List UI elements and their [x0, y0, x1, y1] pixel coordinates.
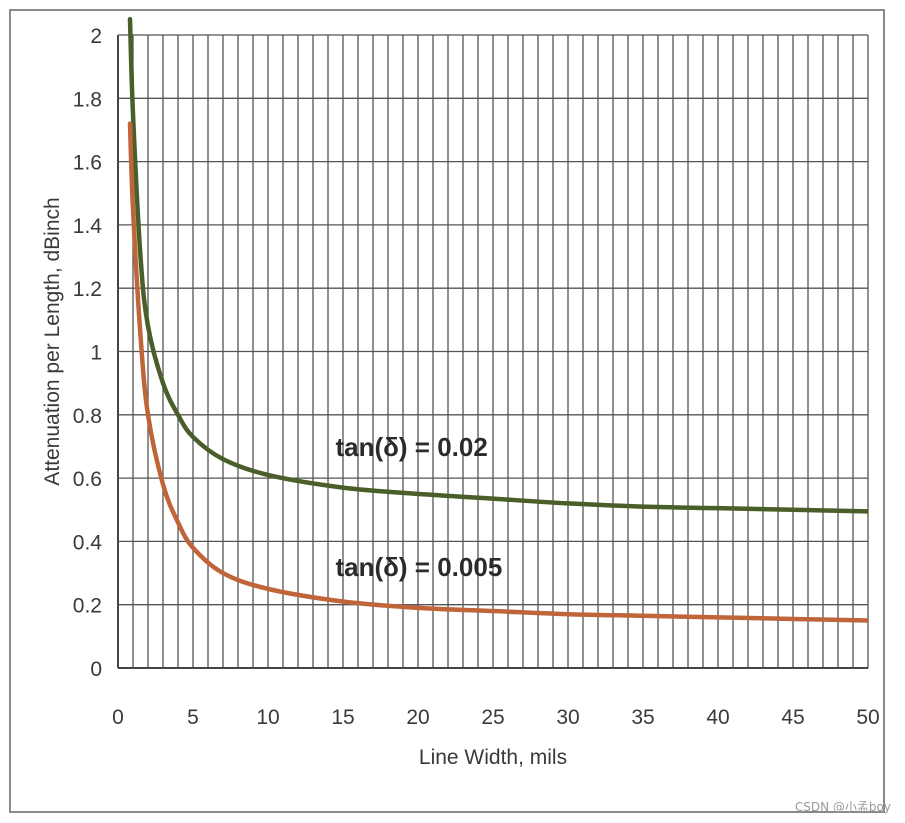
series-layer: [127, 16, 868, 623]
x-tick-label: 0: [112, 706, 124, 729]
y-tick-label: 1.6: [73, 152, 102, 175]
x-tick-label: 45: [781, 706, 804, 729]
chart-frame: [9, 9, 885, 813]
y-axis-label: Attenuation per Length, dBinch: [41, 197, 64, 485]
x-tick-label: 20: [406, 706, 429, 729]
y-tick-label: 0.2: [73, 595, 102, 618]
series-line-0: [127, 16, 868, 514]
y-tick-label: 1.8: [73, 88, 102, 111]
watermark: CSDN @小孟boy: [794, 800, 891, 814]
x-tick-label: 50: [856, 706, 879, 729]
y-tick-label: 0.6: [73, 468, 102, 491]
series-annotation: tan(δ) = 0.02: [336, 432, 488, 462]
y-tick-labels: 0 0.2 0.4 0.6 0.8 1 1.2 1.4 1.6 1.8 2: [73, 25, 103, 681]
y-tick-label: 2: [90, 25, 102, 48]
y-tick-label: 0: [90, 658, 102, 681]
x-tick-labels: 0 5 10 15 20 25 30 35 40 45 50: [112, 706, 880, 729]
x-axis-label: Line Width, mils: [419, 746, 567, 769]
x-tick-label: 35: [631, 706, 654, 729]
annotations: tan(δ) = 0.02 tan(δ) = 0.005: [336, 432, 503, 582]
series-annotation: tan(δ) = 0.005: [336, 552, 503, 582]
x-tick-label: 40: [706, 706, 729, 729]
x-tick-label: 10: [256, 706, 279, 729]
series-line-1: [127, 121, 868, 623]
x-tick-label: 5: [187, 706, 199, 729]
y-tick-label: 1.4: [73, 215, 103, 238]
grid-horizontal: [118, 34, 868, 669]
x-tick-label: 30: [556, 706, 579, 729]
x-tick-label: 15: [331, 706, 354, 729]
y-tick-label: 1: [90, 342, 102, 365]
y-tick-label: 1.2: [73, 278, 102, 301]
x-tick-label: 25: [481, 706, 504, 729]
y-tick-label: 0.4: [73, 531, 103, 554]
y-tick-label: 0.8: [73, 405, 102, 428]
